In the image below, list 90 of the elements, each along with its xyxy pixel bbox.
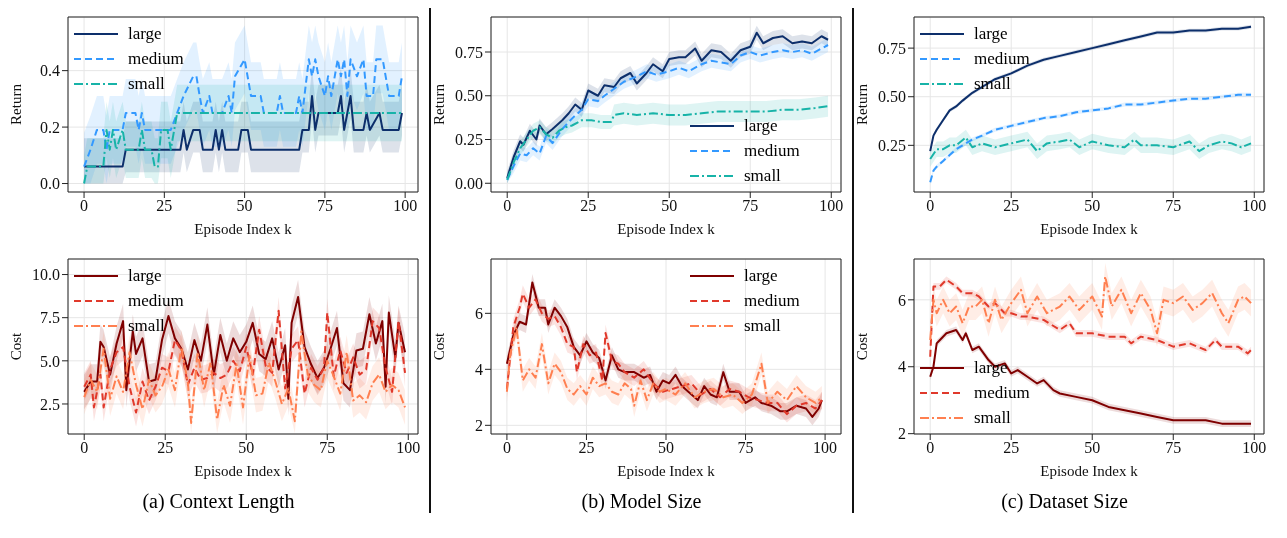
legend-label: small <box>128 315 165 336</box>
x-tick-label: 25 <box>580 197 597 215</box>
legend-label: small <box>744 165 781 186</box>
legend-label: large <box>744 115 778 136</box>
x-axis-title: Episode Index k <box>194 221 293 237</box>
x-tick-label: 75 <box>316 197 333 215</box>
x-axis-title: Episode Index k <box>617 463 716 479</box>
y-axis-title: Cost <box>431 331 448 361</box>
y-tick-label: 0.25 <box>455 131 483 149</box>
line-series <box>83 111 403 185</box>
legend-label: large <box>128 23 162 44</box>
x-tick-label: 50 <box>1084 197 1101 215</box>
y-tick-label: 0.2 <box>40 118 60 136</box>
y-axis-title: Return <box>8 83 25 125</box>
x-tick-label: 0 <box>926 439 935 457</box>
legend-label: large <box>128 265 162 286</box>
legend-label: medium <box>974 48 1030 69</box>
x-tick-label: 0 <box>503 197 512 215</box>
legend-label: large <box>744 265 778 286</box>
y-tick-label: 0.00 <box>455 174 483 192</box>
y-tick-label: 2 <box>475 417 483 434</box>
y-tick-label: 2.5 <box>40 395 60 413</box>
x-axis-title: Episode Index k <box>617 221 716 237</box>
y-tick-label: 0.0 <box>40 175 60 193</box>
line-series <box>929 275 1253 341</box>
x-tick-label: 75 <box>737 439 754 457</box>
y-axis-title: Return <box>431 83 448 125</box>
y-tick-label: 0.50 <box>455 87 483 105</box>
legend-label: large <box>974 357 1008 378</box>
x-tick-label: 75 <box>1165 439 1182 457</box>
text: (a) Context Length <box>141 490 296 513</box>
x-tick-label: 0 <box>80 197 89 215</box>
x-tick-label: 25 <box>1003 197 1020 215</box>
y-tick-label: 6 <box>475 305 483 322</box>
y-axis-title: Cost <box>854 331 871 361</box>
y-tick-label: 5.0 <box>40 352 60 370</box>
y-tick-label: 4 <box>898 358 906 376</box>
legend-label: small <box>974 407 1011 428</box>
line-series <box>83 309 407 414</box>
text: (b) Model Size <box>580 490 703 513</box>
x-tick-label: 50 <box>236 197 253 215</box>
x-tick-label: 25 <box>156 197 173 215</box>
x-tick-label: 100 <box>1242 197 1267 215</box>
line-series <box>83 95 403 168</box>
x-tick-label: 25 <box>578 439 595 457</box>
x-tick-label: 50 <box>658 439 674 457</box>
legend-label: large <box>974 23 1008 44</box>
line-series <box>83 295 407 400</box>
y-tick-label: 0.75 <box>455 43 483 61</box>
legend-label: small <box>744 315 781 336</box>
legend-label: medium <box>974 382 1030 403</box>
legend-label: medium <box>744 140 800 161</box>
x-tick-label: 25 <box>1003 439 1020 457</box>
y-tick-label: 2 <box>898 425 906 443</box>
legend-label: small <box>128 73 165 94</box>
y-axis-title: Cost <box>8 331 25 361</box>
y-tick-label: 0.25 <box>878 137 906 155</box>
x-tick-label: 100 <box>1242 439 1267 457</box>
y-axis-title: Return <box>854 83 871 125</box>
legend-label: medium <box>128 48 184 69</box>
y-tick-label: 7.5 <box>40 309 60 327</box>
y-tick-label: 0.50 <box>878 88 906 106</box>
y-tick-label: 6 <box>898 291 906 309</box>
x-tick-label: 100 <box>819 197 844 215</box>
x-axis-title: Episode Index k <box>194 463 293 479</box>
x-tick-label: 25 <box>157 439 174 457</box>
y-tick-label: 10.0 <box>32 266 60 284</box>
legend-label: medium <box>128 290 184 311</box>
line-series <box>83 330 407 424</box>
line-series <box>506 105 830 181</box>
y-tick-label: 0.75 <box>878 39 906 57</box>
y-tick-label: 4 <box>475 361 483 378</box>
x-tick-label: 100 <box>393 197 418 215</box>
x-tick-label: 75 <box>319 439 336 457</box>
legend-label: medium <box>744 290 800 311</box>
x-tick-label: 0 <box>926 197 935 215</box>
x-tick-label: 75 <box>742 197 759 215</box>
x-tick-label: 0 <box>502 439 511 457</box>
x-tick-label: 50 <box>238 439 255 457</box>
y-tick-label: 0.4 <box>40 62 60 80</box>
x-axis-title: Episode Index k <box>1040 221 1139 237</box>
x-tick-label: 75 <box>1165 197 1182 215</box>
x-tick-label: 50 <box>1084 439 1101 457</box>
text: (c) Dataset Size <box>1000 490 1129 513</box>
x-tick-label: 0 <box>80 439 89 457</box>
x-tick-label: 50 <box>661 197 678 215</box>
x-tick-label: 100 <box>813 439 838 457</box>
x-tick-label: 100 <box>396 439 421 457</box>
line-series <box>929 136 1253 160</box>
x-axis-title: Episode Index k <box>1040 463 1139 479</box>
